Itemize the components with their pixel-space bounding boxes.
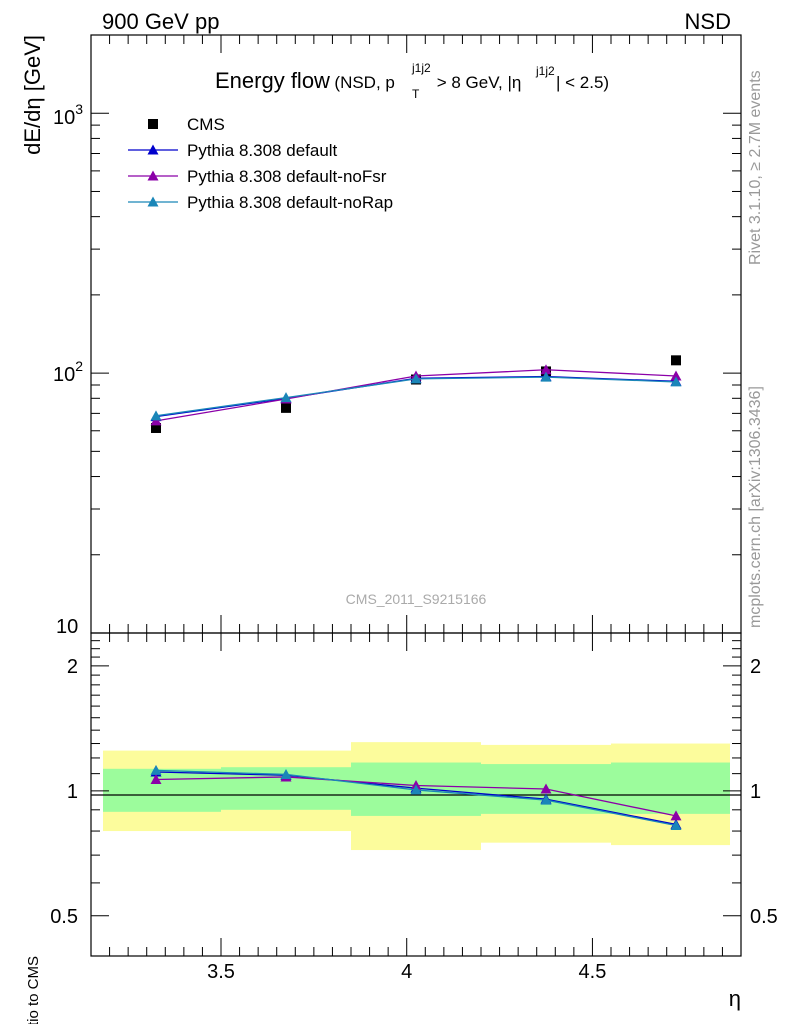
mcplots-label: mcplots.cern.ch [arXiv:1306.3436] [747,386,764,628]
y-tick-label-1000: 103 [53,101,83,129]
ratio-y-tick-label-right: 0.5 [750,906,778,928]
data-point [150,415,162,426]
ratio-band-inner [103,768,221,812]
ratio-band-inner [611,762,730,814]
series-cms [151,355,681,433]
data-point [151,422,161,433]
legend-label: Pythia 8.308 default-noFsr [187,167,387,186]
ratio-point [410,784,422,795]
data-point [540,371,552,382]
y-axis-label: dE/dη [GeV] [20,35,45,155]
main-series [150,355,682,433]
title-end: | < 2.5) [556,73,609,92]
x-tick-label: 4.5 [579,961,607,983]
data-point [670,376,682,387]
legend-entry: Pythia 8.308 default-noFsr [128,167,387,186]
ratio-series-pythia-8-308-default-norap [150,764,682,830]
x-tick-label: 4 [401,961,412,983]
ratio-bands [103,742,730,851]
title-pt-sup: j1j2 [411,61,431,75]
series-pythia-8-308-default-norap [150,371,682,421]
legend-label: Pythia 8.308 default-noRap [187,193,393,212]
data-point [671,355,681,366]
ratio-series [150,764,682,830]
ratio-y-tick-labels: 0.5 0.5 1 1 2 2 [50,656,778,928]
legend-label: CMS [187,115,225,134]
legend-label: Pythia 8.308 default [187,141,338,160]
ratio-y-tick-label-right: 1 [750,781,761,803]
ratio-y-tick-label-left: 1 [67,781,78,803]
x-tick-label: 3.5 [207,961,235,983]
header-right-label: NSD [685,9,731,34]
data-point [150,410,162,421]
y-tick-label-10: 10 [56,616,78,638]
watermark: CMS_2011_S9215166 [346,591,487,607]
ratio-point [540,794,552,805]
ratio-point [150,764,162,775]
data-point [281,402,291,413]
ratio-y-axis-label: Ratio to CMS [25,956,42,1024]
plot-title: Energy flow (NSD, p j1j2 T > 8 GeV, |η j… [215,61,609,101]
data-point [410,373,422,384]
title-eta-sup: j1j2 [535,64,555,78]
legend-marker [148,119,158,129]
legend: CMS Pythia 8.308 default Pythia 8.308 defa… [128,115,393,212]
x-tick-labels: 3.5 4 4.5 [207,961,606,983]
data-point [540,364,552,375]
title-paren-open: (NSD, p [334,73,394,92]
legend-entry: Pythia 8.308 default-noRap [128,193,393,212]
ratio-y-tick-label-right: 2 [750,656,761,678]
title-pt-sub: T [412,87,420,101]
legend-entry: Pythia 8.308 default [128,141,338,160]
legend-entry: CMS [148,115,225,134]
svg-text:Energy flow (NSD, p: Energy flow (NSD, p [215,68,395,93]
data-point [670,370,682,381]
ratio-point [540,783,552,794]
x-axis-label: η [729,986,741,1011]
data-point [280,392,292,403]
ratio-point [150,773,162,784]
legend-marker [147,144,159,155]
legend-marker [147,170,159,181]
ratio-y-tick-label-left: 0.5 [50,906,78,928]
ratio-point [280,768,292,779]
ratio-point [670,819,682,830]
rivet-label: Rivet 3.1.10, ≥ 2.7M events [747,70,764,265]
ratio-y-tick-label-left: 2 [67,656,78,678]
title-main: Energy flow [215,68,330,93]
y-tick-label-100: 102 [53,358,83,386]
legend-marker [147,196,159,207]
title-mid: > 8 GeV, |η [432,73,521,92]
header-left-label: 900 GeV pp [102,9,219,34]
main-y-tick-labels: 103 102 10 [53,101,83,638]
ratio-point [670,810,682,821]
axis-ticks [91,34,742,957]
